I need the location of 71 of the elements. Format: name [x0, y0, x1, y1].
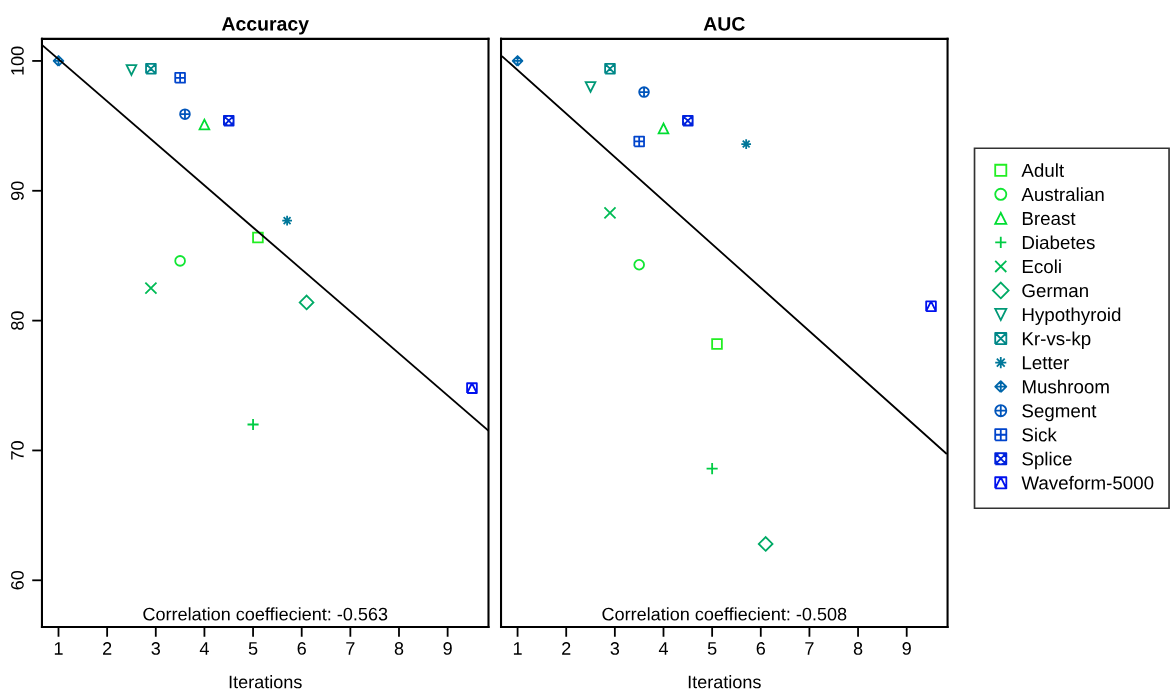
- y-tick-label: 60: [11, 570, 24, 590]
- point: [925, 300, 937, 313]
- x-tick-label: 2: [103, 642, 112, 655]
- legend-label: Australian: [1021, 187, 1104, 202]
- x-tick-label: 7: [346, 642, 355, 655]
- y-tick-label: 80: [11, 311, 24, 330]
- y-tick-label: 70: [11, 441, 24, 460]
- x-tick-label: 5: [707, 642, 717, 655]
- x-tick-label: 6: [756, 642, 765, 655]
- legend-label: Waveform-5000: [1021, 475, 1154, 490]
- point: [222, 114, 235, 127]
- point: [604, 62, 616, 75]
- legend-label: Sick: [1022, 427, 1057, 442]
- point: [246, 418, 260, 431]
- point: [179, 108, 191, 120]
- legend-label: Adult: [1021, 163, 1064, 178]
- x-tick-label: 4: [658, 642, 668, 655]
- chart-title: AUC: [703, 16, 745, 31]
- chart-title: Accuracy: [221, 17, 309, 35]
- legend-label: Kr-vs-kp: [1022, 331, 1091, 350]
- point: [252, 231, 264, 244]
- legend-label: Hypothyroid: [1022, 307, 1121, 325]
- point: [511, 55, 524, 67]
- x-tick-label: 3: [151, 642, 161, 655]
- point: [740, 138, 752, 150]
- x-tick-label: 1: [54, 642, 63, 655]
- x-axis-title: Iterations: [229, 675, 302, 689]
- legend-label: Splice: [1022, 451, 1072, 470]
- point: [466, 382, 478, 394]
- x-axis-title: Iterations: [688, 675, 761, 689]
- x-tick-label: 8: [394, 642, 404, 655]
- point: [198, 118, 211, 131]
- point: [145, 62, 157, 75]
- x-tick-label: 6: [297, 642, 306, 655]
- annotation: Correlation coeffiecient: -0.508: [602, 607, 847, 621]
- point: [757, 536, 774, 552]
- point: [682, 114, 694, 127]
- point: [633, 259, 645, 271]
- point: [174, 72, 186, 84]
- point: [711, 338, 723, 350]
- x-tick-label: 7: [805, 642, 814, 655]
- point: [705, 462, 719, 476]
- x-tick-label: 9: [902, 642, 911, 655]
- legend-label: Mushroom: [1022, 379, 1109, 394]
- legend-label: Segment: [1022, 404, 1097, 422]
- x-tick-label: 4: [199, 642, 209, 655]
- legend-label: Diabetes: [1022, 235, 1095, 250]
- x-tick-label: 3: [610, 642, 620, 655]
- annotation: Correlation coeffiecient: -0.563: [143, 607, 388, 621]
- point: [584, 81, 597, 93]
- legend-label: Letter: [1022, 356, 1070, 370]
- point: [633, 135, 645, 148]
- legend-label: Breast: [1022, 212, 1076, 226]
- x-tick-label: 8: [853, 642, 863, 655]
- point: [52, 55, 65, 67]
- y-tick-label: 100: [11, 46, 24, 75]
- x-tick-label: 5: [248, 642, 258, 655]
- x-tick-label: 2: [562, 642, 571, 655]
- point: [657, 122, 670, 135]
- point: [281, 214, 293, 227]
- point: [638, 86, 650, 98]
- x-tick-label: 9: [443, 642, 452, 655]
- point: [125, 64, 138, 76]
- y-tick-label: 90: [11, 181, 24, 200]
- x-tick-label: 1: [513, 642, 522, 655]
- point: [603, 206, 617, 220]
- legend-label: German: [1022, 283, 1088, 298]
- point: [144, 281, 158, 295]
- point: [174, 255, 186, 267]
- legend-label: Ecoli: [1022, 259, 1061, 274]
- point: [298, 294, 315, 311]
